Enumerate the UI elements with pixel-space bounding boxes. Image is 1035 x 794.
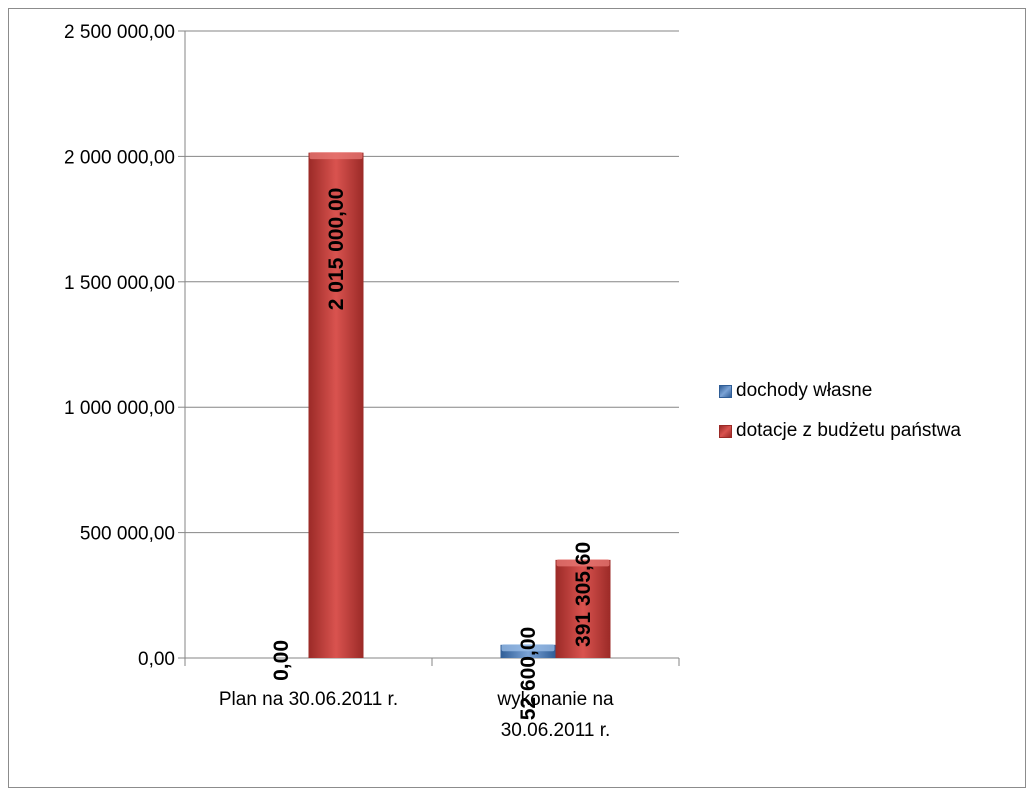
bar bbox=[555, 559, 611, 658]
legend-swatch-red bbox=[719, 424, 732, 438]
chart-frame: 0,00 500 000,00 1 000 000,00 1 500 000,00 2 … bbox=[8, 8, 1026, 788]
bar bbox=[308, 152, 364, 658]
x-tick-label: 30.06.2011 r. bbox=[501, 720, 611, 741]
data-label: 52 600,00 bbox=[517, 627, 540, 720]
data-label: 2 015 000,00 bbox=[325, 188, 348, 311]
chart-legend: dochody własne dotacje z budżetu państwa bbox=[719, 380, 961, 461]
legend-label: dotacje z budżetu państwa bbox=[736, 420, 961, 441]
bar-top-highlight bbox=[556, 559, 610, 567]
legend-swatch-blue bbox=[719, 384, 732, 398]
y-tick-label: 1 500 000,00 bbox=[64, 273, 175, 294]
bar-top-highlight bbox=[501, 644, 555, 652]
data-label: 0,00 bbox=[270, 640, 293, 681]
y-tick-label: 500 000,00 bbox=[80, 524, 175, 545]
y-tick-label: 2 500 000,00 bbox=[64, 22, 175, 43]
x-tick-label: Plan na 30.06.2011 r. bbox=[219, 689, 398, 710]
bar-chart: 0,00 500 000,00 1 000 000,00 1 500 000,00 2 … bbox=[64, 22, 680, 741]
legend-item-dochody: dochody własne bbox=[719, 380, 961, 401]
y-tick-label: 2 000 000,00 bbox=[64, 147, 175, 168]
data-label: 391 305,60 bbox=[572, 542, 595, 647]
x-tick-label: wykonanie na bbox=[496, 689, 614, 710]
y-tick-label: 0,00 bbox=[138, 649, 175, 670]
legend-label: dochody własne bbox=[736, 380, 873, 401]
legend-item-dotacje: dotacje z budżetu państwa bbox=[719, 420, 961, 441]
y-tick-label: 1 000 000,00 bbox=[64, 398, 175, 419]
bar-top-highlight bbox=[309, 152, 363, 160]
